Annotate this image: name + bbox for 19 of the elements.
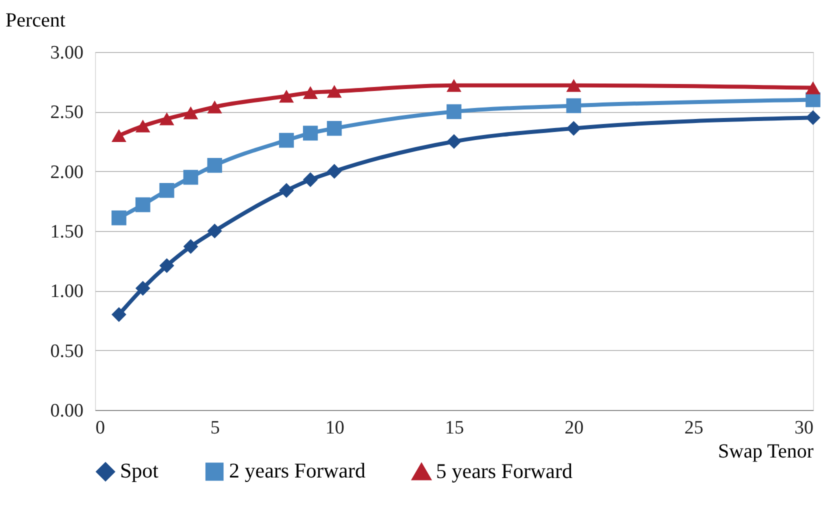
x-tick-label: 10 xyxy=(325,418,344,438)
x-tick-label: 15 xyxy=(445,418,464,438)
legend-label: 2 years Forward xyxy=(229,458,366,483)
y-tick-label: 0.50 xyxy=(50,340,84,362)
y-axis-title: Percent xyxy=(6,10,66,32)
y-tick-label: 3.00 xyxy=(50,42,84,64)
x-tick-label: 20 xyxy=(564,418,584,438)
y-tick-label: 2.00 xyxy=(50,162,84,183)
x-tick-label: 0 xyxy=(96,418,105,438)
x-tick-label: 30 xyxy=(794,418,814,438)
x-tick-label: 5 xyxy=(210,418,220,438)
legend-label: 5 years Forward xyxy=(436,459,573,484)
y-tick-label: 1.00 xyxy=(50,281,84,302)
y-tick-label: 0.00 xyxy=(50,400,84,422)
legend-label: Spot xyxy=(120,458,159,483)
y-tick-label: 1.50 xyxy=(50,222,84,242)
x-tick-label: 25 xyxy=(684,418,704,438)
y-tick-label: 2.50 xyxy=(50,102,84,124)
x-axis-title: Swap Tenor xyxy=(718,440,814,462)
